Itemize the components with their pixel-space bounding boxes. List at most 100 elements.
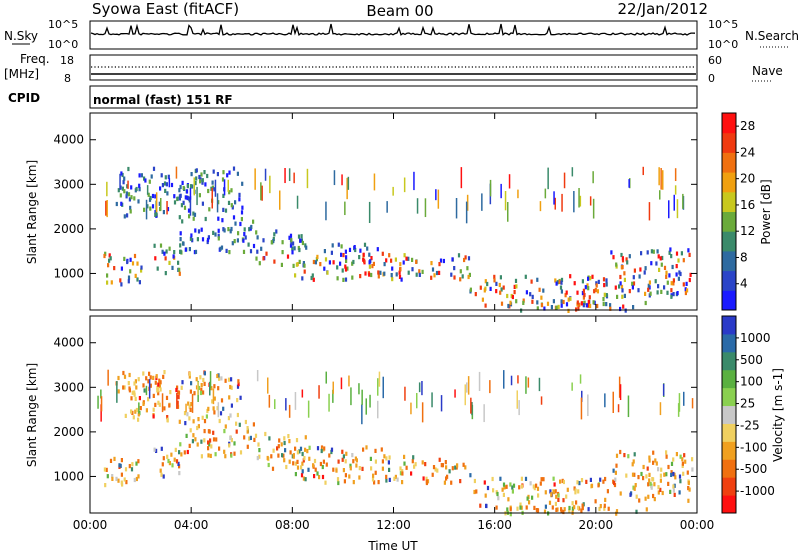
- cpid-value: normal (fast) 151 RF: [93, 93, 233, 107]
- heatmap-cell: [544, 490, 547, 495]
- heatmap-cell: [207, 453, 210, 458]
- heatmap-cell: [137, 412, 140, 417]
- heatmap-cell: [617, 404, 620, 413]
- heatmap-cell: [314, 260, 317, 265]
- power-panel: 1000 2000 3000 4000 Slant Range [km] 4 8 12 16…: [25, 112, 773, 313]
- freq-strip: Freq. [MHz] 18 8 60 0 Nave: [4, 52, 783, 85]
- heatmap-cell: [656, 290, 659, 295]
- heatmap-cell: [229, 413, 232, 418]
- heatmap-cell: [382, 376, 384, 399]
- heatmap-cell: [398, 274, 402, 279]
- colorbar-tick-label: 500: [740, 353, 763, 367]
- heatmap-cell: [549, 489, 552, 494]
- heatmap-cell: [254, 433, 258, 438]
- heatmap-cell: [540, 303, 544, 308]
- heatmap-cell: [301, 240, 304, 246]
- heatmap-cell: [554, 501, 557, 506]
- heatmap-cell: [285, 398, 287, 411]
- heatmap-cell: [539, 481, 542, 486]
- heatmap-cell: [123, 374, 127, 379]
- heatmap-cell: [241, 181, 244, 186]
- heatmap-cell: [515, 284, 518, 289]
- heatmap-cell: [216, 373, 219, 379]
- heatmap-cell: [188, 214, 191, 219]
- heatmap-cell: [221, 177, 225, 182]
- heatmap-cell: [243, 435, 246, 440]
- heatmap-cell: [310, 275, 313, 281]
- heatmap-cell: [576, 300, 579, 305]
- heatmap-cell: [138, 173, 141, 178]
- colorbar-swatch: [722, 405, 736, 424]
- heatmap-cell: [242, 249, 246, 254]
- heatmap-cell: [347, 176, 350, 190]
- heatmap-cell: [190, 233, 193, 238]
- heatmap-cell: [301, 276, 304, 281]
- heatmap-cell: [115, 476, 118, 481]
- heatmap-cell: [486, 485, 490, 491]
- heatmap-cell: [652, 460, 655, 465]
- velocity-panel: 1000 2000 3000 4000 00:00 04:00 08:00 12:00 16:0…: [25, 315, 785, 532]
- heatmap-cell: [388, 253, 391, 258]
- heatmap-cell: [665, 270, 668, 275]
- heatmap-cell: [377, 400, 379, 419]
- heatmap-cell: [669, 247, 672, 252]
- heatmap-cell: [324, 257, 328, 262]
- heatmap-cell: [631, 285, 634, 290]
- heatmap-cell: [684, 287, 687, 292]
- heatmap-cell: [105, 467, 108, 472]
- heatmap-cell: [258, 448, 261, 453]
- heatmap-cell: [657, 467, 660, 472]
- heatmap-cell: [492, 488, 495, 493]
- heatmap-cell: [230, 203, 233, 208]
- heatmap-cell: [358, 383, 360, 395]
- heatmap-cell: [556, 280, 559, 285]
- heatmap-cell: [520, 476, 523, 481]
- heatmap-cell: [325, 201, 327, 221]
- heatmap-cell: [186, 449, 189, 455]
- heatmap-cell: [519, 502, 522, 507]
- heatmap-cell: [142, 401, 145, 406]
- heatmap-cell: [659, 402, 662, 416]
- heatmap-cell: [399, 267, 402, 272]
- heatmap-cell: [381, 466, 384, 471]
- heatmap-cell: [147, 379, 150, 384]
- heatmap-cell: [483, 288, 486, 293]
- heatmap-cell: [152, 375, 155, 380]
- heatmap-cell: [189, 389, 192, 394]
- heatmap-cell: [156, 266, 159, 271]
- heatmap-cell: [155, 192, 158, 213]
- power-colorbar-label: Power [dB]: [759, 179, 773, 244]
- heatmap-cell: [306, 168, 309, 189]
- heatmap-cell: [581, 279, 584, 284]
- heatmap-cell: [505, 484, 508, 489]
- heatmap-cell: [255, 230, 258, 235]
- heatmap-cell: [288, 404, 291, 418]
- heatmap-cell: [216, 193, 219, 213]
- heatmap-cell: [649, 291, 652, 296]
- heatmap-cell: [403, 177, 406, 193]
- heatmap-cell: [196, 425, 199, 431]
- heatmap-cell: [531, 495, 534, 500]
- x-axis-label: Time UT: [367, 539, 418, 553]
- heatmap-cell: [653, 482, 656, 487]
- heatmap-cell: [341, 174, 343, 186]
- heatmap-cell: [115, 201, 118, 207]
- heatmap-cell: [391, 277, 394, 282]
- heatmap-cell: [368, 201, 371, 224]
- heatmap-cell: [602, 301, 605, 307]
- heatmap-cell: [129, 209, 132, 214]
- heatmap-cell: [326, 270, 329, 275]
- heatmap-cell: [430, 275, 433, 280]
- heatmap-cell: [194, 181, 197, 186]
- heatmap-cell: [388, 477, 391, 482]
- heatmap-cell: [128, 197, 131, 202]
- heatmap-cell: [359, 274, 362, 279]
- heatmap-cell: [154, 194, 157, 199]
- heatmap-cell: [219, 411, 223, 416]
- heatmap-cell: [351, 453, 354, 458]
- heatmap-cell: [152, 393, 155, 398]
- heatmap-cell: [203, 170, 206, 175]
- heatmap-cell: [168, 461, 171, 466]
- heatmap-cell: [127, 381, 130, 386]
- heatmap-cell: [294, 446, 297, 451]
